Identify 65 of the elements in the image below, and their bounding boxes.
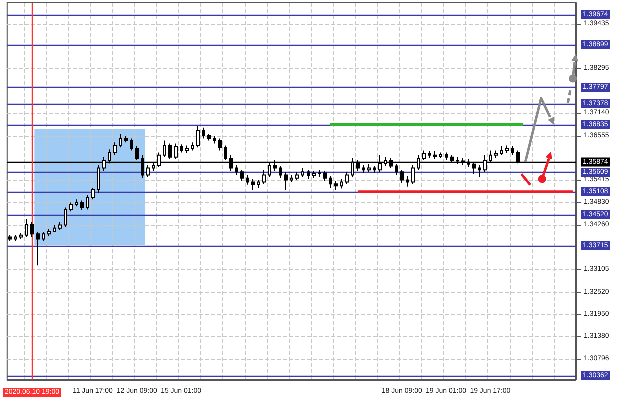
candlestick xyxy=(42,232,45,242)
candlestick xyxy=(185,145,189,154)
candlestick xyxy=(312,170,316,179)
candlestick xyxy=(345,172,349,185)
candlestick xyxy=(53,224,56,233)
candlestick xyxy=(428,151,431,160)
candlestick xyxy=(113,142,117,156)
candlestick xyxy=(478,165,481,178)
candlestick xyxy=(58,222,62,231)
candlestick xyxy=(494,150,498,160)
candlestick xyxy=(30,222,34,238)
candlestick xyxy=(8,234,12,242)
candlestick xyxy=(207,134,211,142)
candlestick xyxy=(163,140,166,158)
candlestick xyxy=(307,170,310,180)
candlestick xyxy=(400,170,404,184)
candlestick xyxy=(318,170,321,178)
candlestick xyxy=(36,232,40,266)
candlestick xyxy=(301,168,304,178)
candlestick xyxy=(323,170,327,182)
candlestick xyxy=(284,172,288,190)
candlestick xyxy=(168,143,172,160)
candlestick xyxy=(14,234,17,242)
candlestick xyxy=(295,172,299,181)
candlestick xyxy=(191,142,194,152)
candlestick xyxy=(119,134,122,148)
candlestick xyxy=(124,136,128,144)
candlestick xyxy=(279,166,282,179)
candlestick xyxy=(174,143,178,160)
candlestick xyxy=(411,165,415,185)
candlestick xyxy=(406,175,409,188)
candlestick xyxy=(373,166,376,174)
candlestick xyxy=(218,138,222,152)
candlestick xyxy=(75,199,78,208)
candlestick xyxy=(251,178,255,190)
candlestick xyxy=(362,165,365,174)
candlestick xyxy=(240,170,244,182)
candlestick xyxy=(64,207,67,228)
candlestick xyxy=(505,145,509,154)
candlestick xyxy=(69,202,73,212)
candlestick xyxy=(196,125,200,148)
candlestick xyxy=(97,165,100,194)
candlestick xyxy=(433,151,437,160)
candlestick xyxy=(19,232,23,240)
candlestick xyxy=(511,146,514,156)
candlestick xyxy=(25,218,28,238)
candlestick xyxy=(257,180,260,189)
candlestick xyxy=(86,194,89,210)
candlestick xyxy=(340,178,343,190)
candlestick xyxy=(146,165,150,178)
candlestick xyxy=(130,138,133,152)
candlestick xyxy=(91,188,95,200)
candlestick xyxy=(439,152,442,160)
candlestick xyxy=(329,175,332,189)
candlestick xyxy=(262,170,266,185)
candlestick xyxy=(47,228,51,237)
candlestick xyxy=(334,180,338,190)
candlestick xyxy=(180,144,183,154)
candlestick xyxy=(80,200,84,212)
candlestick xyxy=(500,146,503,156)
candlestick xyxy=(246,174,249,186)
candlestick xyxy=(290,174,293,183)
candlestick xyxy=(235,165,238,176)
candlestick xyxy=(202,127,205,140)
candlestick xyxy=(213,136,216,144)
